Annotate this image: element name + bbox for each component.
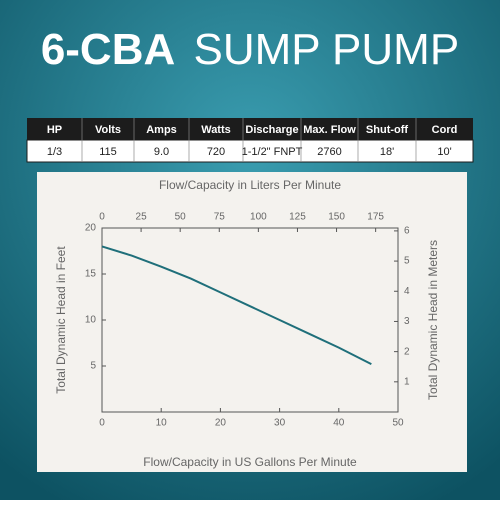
x-tick-label: 0 bbox=[99, 418, 105, 429]
table-header: Watts bbox=[201, 124, 231, 136]
table-cell: 720 bbox=[207, 146, 225, 158]
table-header: Max. Flow bbox=[303, 124, 356, 136]
x2-tick-label: 125 bbox=[289, 212, 306, 223]
table-header: Volts bbox=[95, 124, 121, 136]
table-header: Discharge bbox=[245, 124, 298, 136]
x-tick-label: 10 bbox=[156, 418, 168, 429]
table-header: Cord bbox=[432, 124, 458, 136]
x2-tick-label: 75 bbox=[214, 212, 226, 223]
y-axis-title: Total Dynamic Head in Feet bbox=[54, 246, 68, 394]
x2-tick-label: 25 bbox=[136, 212, 148, 223]
table-header: HP bbox=[47, 124, 62, 136]
x-tick-label: 50 bbox=[392, 418, 404, 429]
y2-tick-label: 5 bbox=[404, 256, 410, 267]
table-cell: 2760 bbox=[317, 146, 341, 158]
chart-panel bbox=[37, 172, 467, 472]
spec-table: HP Volts Amps Watts Discharge Max. Flow Shut-o… bbox=[26, 118, 474, 163]
y2-tick-label: 3 bbox=[404, 316, 410, 327]
title-light: SUMP PUMP bbox=[194, 25, 460, 74]
title: 6-CBA SUMP PUMP bbox=[41, 25, 459, 74]
x-axis-title: Flow/Capacity in US Gallons Per Minute bbox=[143, 455, 357, 469]
x2-axis-title: Flow/Capacity in Liters Per Minute bbox=[159, 178, 341, 192]
y-tick-label: 15 bbox=[85, 269, 97, 280]
y2-tick-label: 6 bbox=[404, 226, 410, 237]
y-tick-label: 5 bbox=[90, 361, 96, 372]
x2-tick-label: 50 bbox=[175, 212, 187, 223]
table-cell: 115 bbox=[99, 146, 117, 158]
table-row-bg bbox=[26, 139, 474, 163]
x2-tick-label: 150 bbox=[328, 212, 345, 223]
chart: 0 10 20 30 40 50 0 25 50 75 100 125 150 175 5 10 15 20 1 2 3… bbox=[54, 178, 440, 469]
y-tick-label: 10 bbox=[85, 315, 97, 326]
x2-tick-label: 100 bbox=[250, 212, 267, 223]
title-bold: 6-CBA bbox=[41, 25, 175, 74]
x-tick-label: 20 bbox=[215, 418, 227, 429]
table-cell: 18' bbox=[380, 146, 394, 158]
y2-tick-label: 2 bbox=[404, 346, 410, 357]
x2-tick-label: 175 bbox=[367, 212, 384, 223]
table-header: Shut-off bbox=[366, 124, 408, 136]
table-header: Amps bbox=[146, 124, 177, 136]
table-cell: 1-1/2" FNPT bbox=[242, 146, 303, 158]
y2-tick-label: 1 bbox=[404, 376, 410, 387]
x-tick-label: 30 bbox=[274, 418, 286, 429]
x-tick-label: 40 bbox=[333, 418, 345, 429]
y-tick-label: 20 bbox=[85, 223, 97, 234]
curve bbox=[101, 245, 372, 366]
y2-tick-label: 4 bbox=[404, 286, 410, 297]
table-header-bg bbox=[27, 118, 473, 140]
x2-tick-label: 0 bbox=[99, 212, 105, 223]
y2-axis-title: Total Dynamic Head in Meters bbox=[426, 240, 440, 400]
table-cell: 10' bbox=[437, 146, 451, 158]
table-cell: 1/3 bbox=[47, 146, 62, 158]
table-cell: 9.0 bbox=[154, 146, 169, 158]
